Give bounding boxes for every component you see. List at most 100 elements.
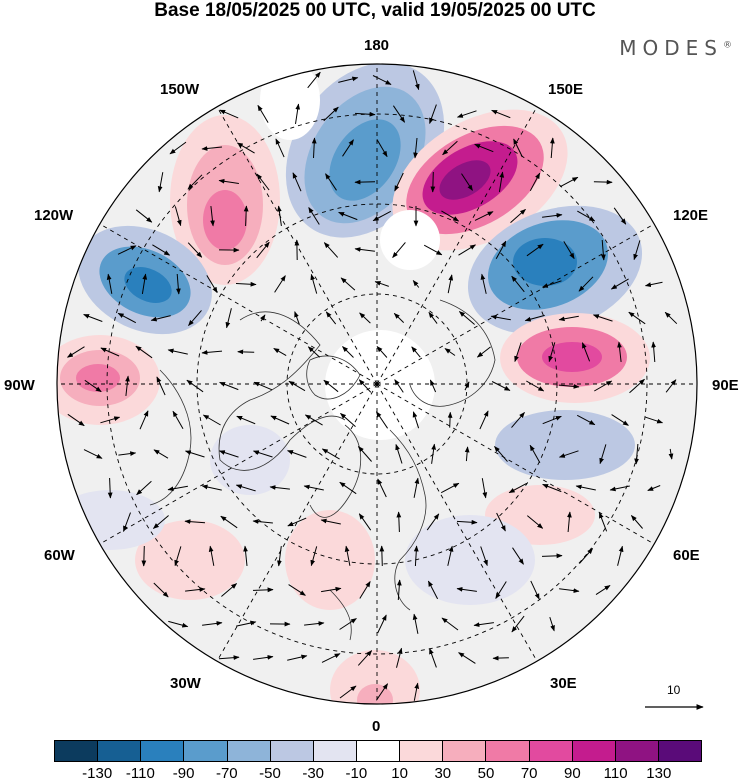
lon-label-60w: 60W [44,547,75,564]
wind-vector [210,206,215,227]
colorbar-tick-label: -130 [82,765,113,782]
wind-vector [320,518,341,525]
wind-vector [510,209,526,223]
wind-vector [100,347,120,357]
wind-vector [492,655,509,661]
wind-vector [511,411,525,428]
wind-vector [307,71,321,89]
colorbar-swatch [55,741,98,761]
wind-vector [376,346,388,358]
meridian-line [376,106,538,385]
wind-vector [413,477,420,498]
wind-vector [307,346,321,358]
wind-vector [413,545,419,567]
wind-vector [379,545,385,567]
colorbar-ticks: -130 -110 -90 -70 -50 -30 -10 10 30 50 70 90 110 130 [54,765,702,783]
wind-vector [529,444,541,463]
wind-vector [167,485,188,492]
wind-vector [530,580,540,600]
wind-vector [609,485,630,492]
wind-vector [358,513,372,531]
coastline-hudson [149,369,192,506]
wind-vector [447,545,454,566]
wind-vector [598,512,608,532]
wind-vector [567,511,572,533]
wind-vector [304,414,323,426]
wind-vector [456,110,477,118]
wind-vector [396,579,402,601]
wind-vector [83,314,103,322]
meridian-line [376,383,538,662]
wind-vector [354,179,376,185]
wind-vector [221,583,238,597]
wind-vector [481,478,488,499]
wind-vector [236,415,256,425]
colorbar [54,740,702,762]
neutral-pole-area [325,330,435,440]
wind-vector [340,413,356,427]
wind-vector [563,241,575,260]
coastline-greenland [309,424,362,518]
wind-vector [236,142,255,154]
wind-vector [423,244,443,256]
wind-vector [600,239,606,261]
latitude-circle-outer [106,113,648,655]
wind-vector [617,545,624,566]
wind-vector [339,618,357,630]
wind-vector [323,106,339,122]
wind-vector [237,349,255,355]
wind-vector [429,104,437,124]
wind-vector [100,416,121,424]
wind-vector [441,617,459,631]
anomaly-high-150w-core [203,190,247,250]
wind-vector [375,411,389,429]
wind-vector [429,379,437,393]
lon-label-30w: 30W [170,675,201,692]
wind-vector [440,482,460,494]
coastline-siberia [409,299,496,407]
wind-vector [376,139,388,158]
wind-vector [413,137,418,159]
coastline-arctic-islands [306,355,361,400]
wind-vector [321,653,341,663]
wind-vector [187,242,203,258]
wind-vector [106,273,113,294]
wind-vector [526,380,545,392]
lon-label-60e: 60E [673,547,700,564]
wind-vector [107,477,113,499]
wind-vector [188,310,202,327]
colorbar-swatch [399,741,443,761]
wind-vector [578,276,594,292]
anomaly-high-90w-core [76,364,120,392]
wind-vector [490,314,511,321]
wind-vector [202,621,223,626]
wind-vector [201,350,223,355]
wind-vector [526,243,544,257]
lon-label-120w: 120W [34,207,74,224]
wind-vector [447,411,453,428]
colorbar-tick-label: -70 [215,765,238,782]
anomaly-high-90e-core [542,342,602,372]
anomaly-low-180-core [329,119,401,201]
coastline-iceland [329,589,352,641]
wind-vector [412,70,420,91]
wind-vector [411,346,421,358]
colorbar-swatch [97,741,141,761]
wind-vector [464,446,470,462]
meridian-line [216,383,378,662]
wind-vector [377,478,387,498]
wind-vector [202,414,221,426]
wind-vector [576,414,596,426]
wind-vector [594,380,613,392]
wind-vector [220,515,238,529]
wind-vector [441,210,460,222]
wind-vector [354,111,376,117]
wind-vector [67,413,85,427]
wind-vector [152,244,171,256]
wind-vector [342,346,354,358]
wind-vector [338,211,358,221]
wind-vector [494,445,508,462]
colorbar-tick-label: 50 [477,765,495,782]
colorbar-swatch [355,741,400,761]
